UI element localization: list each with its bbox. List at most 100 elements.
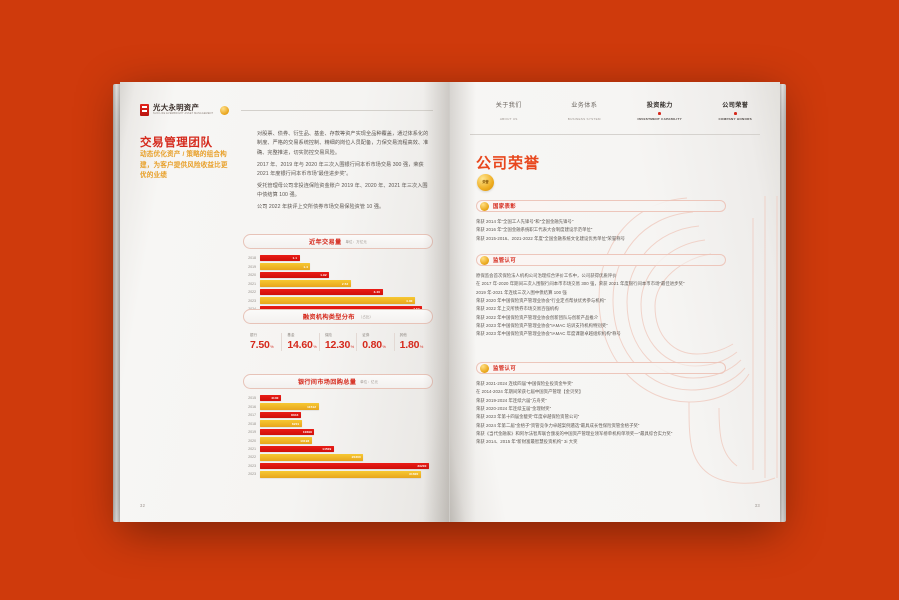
- percent-suffix: %: [382, 344, 386, 349]
- magazine-spread: 光大永明资产 SUN LIFE EVERBRIGHT ASSET MANAGEM…: [120, 82, 780, 522]
- bar-category-label: 2019: [248, 264, 256, 269]
- left-page: 光大永明资产 SUN LIFE EVERBRIGHT ASSET MANAGEM…: [120, 82, 450, 522]
- section-badge-icon: [480, 363, 489, 373]
- honor-section-header: 监管认可: [476, 362, 726, 374]
- honor-item: 荣获《当代金融家》和阿尔法智库联合颁发的中国资产管理业领军榜单机构单项奖一“最具…: [476, 430, 673, 436]
- logo-mark-icon: [140, 104, 149, 116]
- percent-suffix: %: [419, 344, 424, 349]
- section-title: 交易管理团队: [140, 137, 213, 149]
- bar-value-label: 8201: [291, 421, 300, 426]
- nav-label-cn: 公司荣誉: [722, 102, 749, 109]
- honor-section: 监管认可荣获 2021-2024 连续四届“中国保险业投资金牛奖” 在 2014-…: [476, 362, 754, 447]
- nav-label-cn: 业务体系: [571, 102, 598, 109]
- percent-category-label: 基金: [287, 333, 295, 337]
- bar-value-label: 1.92: [320, 273, 327, 278]
- chart-title: 融资机构类型分布: [302, 314, 355, 321]
- nav-item-1[interactable]: 关于我们 ABOUT US: [484, 100, 534, 121]
- bar-value-label: 4.30: [406, 298, 413, 303]
- honor-item: 荣获 2023 年第十四届金貔奖“年度卓越保险资管公司”: [476, 414, 580, 420]
- bar-fill: 2.52: [260, 280, 351, 287]
- bar-row: 2023 4.30: [243, 297, 433, 304]
- bar-category-label: 2023: [248, 298, 256, 303]
- percent-suffix: %: [313, 344, 317, 349]
- honor-item-list: 荣获 2014 年“全国工人先锋号”和“全国金融先锋号” 荣获 2016 年“全国…: [476, 218, 754, 243]
- bar-fill: 4130: [260, 395, 281, 402]
- nav-item-2[interactable]: 业务体系 BUSINESS SYSTEM: [560, 100, 610, 121]
- section-badge-icon: [480, 201, 489, 211]
- bar-category-label: 2015: [248, 396, 256, 401]
- honor-item: 荣获 2022 年上交所债券市场交易百强机构: [476, 306, 559, 312]
- percent-cell: 银行 7.50%: [245, 333, 281, 351]
- honor-item: 荣获 2014 年“全国工人先锋号”和“全国金融先锋号”: [476, 219, 574, 224]
- percent-category-label: 保险: [324, 333, 333, 337]
- bar-row: 2021 2.52: [243, 280, 433, 287]
- bar-fill: 31600: [260, 471, 421, 478]
- chart-title: 近年交易量: [309, 239, 342, 246]
- bar-value-label: 1.1: [292, 256, 298, 261]
- percent-category-label: 其他: [399, 333, 407, 337]
- section-nav[interactable]: 关于我们 ABOUT US 业务体系 BUSINESS SYSTEM 投资能力 INVES…: [484, 100, 760, 121]
- honor-section: 监管认可原保监会首次保险法人机构公司治理综合评价工作中，公司获得优质评价在 20…: [476, 254, 754, 339]
- bar-row: 2016 11512: [243, 403, 433, 410]
- page-number-left: 32: [140, 503, 146, 508]
- honor-seal-icon: 荣誉: [477, 174, 494, 191]
- bar-row: 2019 1.4: [243, 263, 433, 270]
- honor-item: 荣获 2015-2016、2021-2022 年度“全国金融系统文化建设优秀单位…: [476, 235, 626, 241]
- bar-category-label: 2021: [248, 281, 256, 286]
- bar-category-label: 2018: [248, 256, 256, 261]
- section-name: 国家表彰: [493, 204, 516, 210]
- bar-value-label: 4130: [271, 396, 279, 401]
- percent-cell: 保险 12.30%: [318, 333, 356, 351]
- percent-suffix: %: [270, 344, 274, 349]
- brand-logo: 光大永明资产 SUN LIFE EVERBRIGHT ASSET MANAGEM…: [140, 104, 433, 116]
- percent-category-label: 银行: [250, 333, 258, 337]
- bar-category-label: 2023: [248, 472, 256, 477]
- bar-category-label: 2021: [248, 447, 256, 451]
- bar-category-label: 2022: [248, 290, 256, 295]
- nav-label-en: BUSINESS SYSTEM: [567, 116, 601, 121]
- chart-percent-row: 银行 7.50% 基金 14.60% 保险 12.30% 证券 0.80% 其他 1.80%: [243, 333, 433, 351]
- percent-cell: 基金 14.60%: [281, 333, 318, 351]
- bar-category-label: 2020: [248, 438, 256, 443]
- nav-label-en: ABOUT US: [499, 116, 518, 121]
- page-title: 公司荣誉: [476, 155, 541, 172]
- nav-item-4[interactable]: 公司荣誉 COMPANY HONORS: [711, 100, 761, 121]
- bar-category-label: 2019: [248, 430, 256, 435]
- bar-fill: 1.92: [260, 271, 330, 279]
- honor-item: 荣获 2021-2024 连续四届“中国保险业投资金牛奖”: [476, 381, 574, 386]
- bar-row: 2022 3.40: [243, 288, 433, 296]
- honor-seal-label: 荣誉: [482, 179, 489, 184]
- bar-track: 14509: [260, 445, 433, 453]
- body-paragraph: 2017 年、2019 年与 2020 年三次入围银行间本币市场交易 300 强…: [257, 161, 424, 177]
- nav-item-3[interactable]: 投资能力 INVESTMENT CAPABILITY: [635, 100, 685, 121]
- percent-value: 1.80%: [399, 339, 424, 351]
- body-paragraph: 对股票、债券、衍生品、基金、存款等资产实现全品种覆盖，通过体系化的制度、严格的交…: [257, 131, 429, 156]
- bar-track: 11512: [260, 403, 433, 410]
- bar-fill: 8044: [260, 411, 301, 419]
- percent-value: 14.60%: [287, 339, 317, 351]
- honor-item-list: 原保监会首次保险法人机构公司治理综合评价工作中，公司获得优质评价在 2017 年…: [476, 272, 754, 339]
- bar-fill: 33200: [260, 462, 429, 470]
- percent-value: 0.80%: [362, 339, 386, 351]
- honor-section: 国家表彰荣获 2014 年“全国工人先锋号”和“全国金融先锋号” 荣获 2016 …: [476, 200, 754, 243]
- honor-item: 原保监会首次保险法人机构公司治理综合评价工作中，公司获得优质评价: [476, 273, 617, 278]
- bar-row: 2023 31600: [243, 471, 433, 478]
- bar-fill: 1.4: [260, 263, 311, 270]
- bar-fill: 1.1: [260, 255, 300, 262]
- honor-item: 在 2014-2024 年期间荣获七届中国资产管理【金贝奖】: [476, 389, 584, 395]
- bar-track: 1.1: [260, 255, 433, 262]
- honor-item-list: 荣获 2021-2024 连续四届“中国保险业投资金牛奖” 在 2014-2024…: [476, 380, 754, 447]
- bar-track: 33200: [260, 462, 433, 470]
- bar-value-label: 3.40: [373, 290, 381, 295]
- body-paragraph: 公司 2022 年获评上交所债券市场交易保险资管 10 强。: [257, 204, 385, 211]
- section-name: 监管认可: [493, 258, 516, 264]
- honor-item: 荣获 2023 年中国保险资产管理业协会“IAMAC 培训支持机构特别奖”: [476, 322, 608, 328]
- bar-fill: 3.40: [260, 288, 383, 296]
- honor-item: 荣获 2016 年“全国金融系统职工代表大会制度建设示范单位”: [476, 227, 593, 233]
- bar-track: 4.30: [260, 297, 433, 304]
- chart-unit: 单位：亿元: [360, 380, 379, 384]
- right-page: 关于我们 ABOUT US 业务体系 BUSINESS SYSTEM 投资能力 INVES…: [450, 82, 780, 522]
- bar-category-label: 2016: [248, 404, 256, 409]
- bar-row: 2015 4130: [243, 395, 433, 402]
- bar-value-label: 10699: [302, 430, 312, 435]
